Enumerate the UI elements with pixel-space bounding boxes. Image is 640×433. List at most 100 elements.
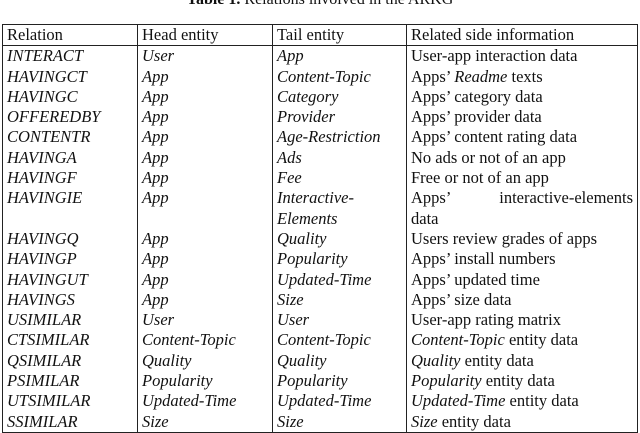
- relation-cell: HAVINGCT: [2, 66, 138, 87]
- side-information-text: entity data: [437, 411, 511, 431]
- tail-entity-line: Popularity: [277, 371, 348, 391]
- relation-cell: HAVINGUT: [2, 269, 138, 290]
- side-information-text: entity data: [460, 350, 534, 370]
- table-row: HAVINGF App Fee Free or not of an app: [2, 168, 638, 189]
- side-information-line: Apps’ interactive-elements: [411, 188, 633, 208]
- head-entity-cell: App: [137, 188, 273, 229]
- relation-cell: CTSIMILAR: [2, 330, 138, 351]
- side-information-cell: User-app interaction data: [406, 45, 638, 67]
- side-information-line: Free or not of an app: [411, 168, 633, 188]
- table-row: HAVINGIE App Interactive- Elements Apps’ inte…: [2, 188, 638, 229]
- table-row: HAVINGUT App Updated-Time Apps’ updated tim…: [2, 269, 638, 290]
- table-row: OFFEREDBY App Provider Apps’ provider data: [2, 107, 638, 128]
- side-information-text: Users review grades of apps: [411, 228, 598, 248]
- side-information-text: entity data: [504, 330, 579, 350]
- side-information-line: Content-Topic entity data: [411, 330, 633, 350]
- tail-entity-cell: Size: [272, 411, 407, 433]
- table-row: HAVINGS App Size Apps’ size data: [2, 289, 638, 311]
- side-information-cell: No ads or not of an app: [406, 147, 638, 169]
- side-information-line: data: [411, 209, 633, 229]
- side-information-text: User-app rating matrix: [411, 310, 561, 330]
- side-information-text: User-app interaction data: [411, 46, 578, 66]
- side-information-text: Apps’ provider data: [411, 107, 542, 127]
- tail-entity-line: Ads: [277, 147, 302, 167]
- tail-entity-cell: Interactive- Elements: [272, 188, 407, 229]
- relation-cell: CONTENTR: [2, 127, 138, 148]
- side-information-text: Apps’: [411, 188, 452, 208]
- side-information-line: Apps’ install numbers: [411, 249, 633, 269]
- side-information-cell: Size entity data: [406, 411, 638, 433]
- side-information-text: Readme: [454, 66, 508, 86]
- table-row: CTSIMILAR Content-Topic Content-Topic Conte…: [2, 330, 638, 351]
- side-information-text: texts: [507, 66, 543, 86]
- tail-entity-cell: Content-Topic: [272, 66, 407, 87]
- relations-table: Relation Head entity Tail entity Related…: [2, 23, 638, 433]
- side-information-text: Size: [411, 411, 438, 431]
- head-entity-cell: App: [137, 147, 273, 169]
- tail-entity-cell: Size: [272, 289, 407, 311]
- head-entity-cell: Updated-Time: [137, 391, 273, 412]
- tail-entity-line: Elements: [277, 208, 338, 228]
- table-row: HAVINGA App Ads No ads or not of an app: [2, 147, 638, 169]
- tail-entity-cell: Provider: [272, 107, 407, 128]
- tail-entity-line: Popularity: [277, 249, 348, 269]
- side-information-text: Popularity: [411, 371, 482, 391]
- relation-cell: PSIMILAR: [2, 371, 138, 392]
- relation-cell: HAVINGF: [2, 168, 138, 189]
- side-information-text: Apps’ updated time: [411, 269, 540, 289]
- head-entity-cell: App: [137, 269, 273, 290]
- caption-text: Relations involved in the ARKG: [240, 0, 453, 8]
- side-information-text: Content-Topic: [411, 330, 505, 350]
- caption-label: Table 1.: [187, 0, 241, 8]
- relation-cell: HAVINGC: [2, 86, 138, 108]
- side-information-cell: Content-Topic entity data: [406, 330, 638, 351]
- relation-cell: HAVINGP: [2, 249, 138, 270]
- table-row: UTSIMILAR Updated-Time Updated-Time Updated…: [2, 391, 638, 412]
- relation-cell: QSIMILAR: [2, 350, 138, 372]
- relation-cell: UTSIMILAR: [2, 391, 138, 412]
- side-information-cell: Popularity entity data: [406, 371, 638, 392]
- tail-entity-line: Size: [277, 411, 304, 431]
- side-information-line: Apps’ Readme texts: [411, 67, 633, 87]
- tail-entity-line: Age-Restriction: [277, 127, 381, 147]
- head-entity-cell: Popularity: [137, 371, 273, 392]
- side-information-line: Popularity entity data: [411, 371, 633, 391]
- side-information-text: Apps’ category data: [411, 86, 543, 106]
- side-information-line: User-app rating matrix: [411, 310, 633, 330]
- relation-cell: HAVINGA: [2, 147, 138, 169]
- side-information-line: Apps’ category data: [411, 87, 633, 107]
- tail-entity-line: Size: [277, 289, 304, 309]
- side-information-cell: User-app rating matrix: [406, 310, 638, 331]
- side-information-text: entity data: [481, 371, 555, 391]
- side-information-line: Quality entity data: [411, 351, 633, 371]
- tail-entity-line: Category: [277, 86, 339, 106]
- header-tail-entity: Tail entity: [272, 23, 407, 47]
- side-information-line: Apps’ content rating data: [411, 127, 633, 147]
- table-row: QSIMILAR Quality Quality Quality entity dat…: [2, 350, 638, 372]
- tail-entity-line: Quality: [277, 228, 327, 248]
- head-entity-cell: App: [137, 66, 273, 87]
- side-information-line: Updated-Time entity data: [411, 391, 633, 411]
- tail-entity-cell: Popularity: [272, 249, 407, 270]
- head-entity-cell: Content-Topic: [137, 330, 273, 351]
- tail-entity-cell: Quality: [272, 228, 407, 250]
- relation-cell: HAVINGS: [2, 289, 138, 311]
- tail-entity-line: App: [277, 46, 304, 66]
- table-row: SSIMILAR Size Size Size entity data: [2, 411, 638, 433]
- side-information-cell: Apps’ provider data: [406, 107, 638, 128]
- tail-entity-line: Updated-Time: [277, 269, 372, 289]
- table-row: USIMILAR User User User-app rating matrix: [2, 310, 638, 331]
- header-relation: Relation: [2, 23, 138, 47]
- side-information-cell: Quality entity data: [406, 350, 638, 372]
- head-entity-cell: App: [137, 228, 273, 250]
- tail-entity-line: Fee: [277, 168, 302, 188]
- table-row: HAVINGP App Popularity Apps’ install number…: [2, 249, 638, 270]
- relation-cell: HAVINGIE: [2, 188, 138, 229]
- side-information-cell: Apps’ category data: [406, 86, 638, 108]
- tail-entity-cell: Updated-Time: [272, 391, 407, 412]
- table-row: HAVINGC App Category Apps’ category data: [2, 86, 638, 108]
- side-information-cell: Free or not of an app: [406, 168, 638, 189]
- table-row: HAVINGQ App Quality Users review grades of …: [2, 228, 638, 250]
- side-information-cell: Users review grades of apps: [406, 228, 638, 250]
- head-entity-cell: App: [137, 86, 273, 108]
